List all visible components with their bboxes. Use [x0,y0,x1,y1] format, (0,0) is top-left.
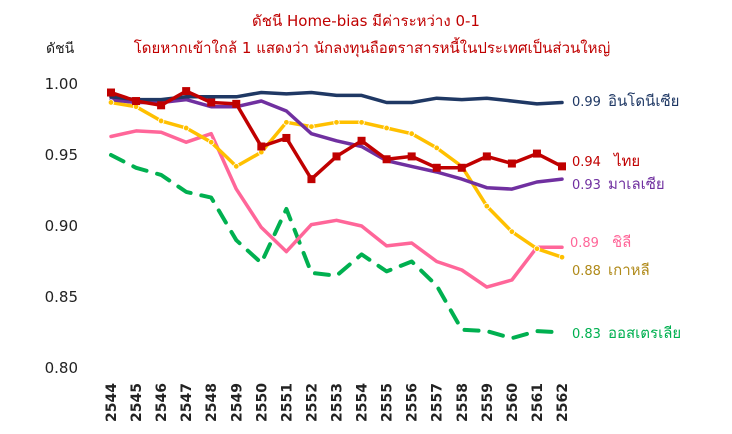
x-tick-label: 2550 [254,383,270,422]
data-point [182,124,190,132]
series-end-value: 0.88 [572,264,601,279]
y-axis-ticks: 0.80 0.85 0.90 0.95 1.00 [45,75,78,377]
x-tick-label: 2552 [304,383,320,422]
y-tick-label: 0.95 [45,146,78,164]
data-point [233,163,240,170]
data-point [357,136,366,145]
x-tick-label: 2548 [204,383,220,422]
y-tick-label: 1.00 [45,75,78,93]
x-tick-label: 2558 [455,383,471,422]
series-line [109,90,564,106]
x-tick-label: 2545 [129,383,145,422]
chart-subtitle: โดยหากเข้าใกล้ 1 แสดงว่า นักลงทุนถือตราส… [134,37,611,58]
data-point [332,152,341,161]
x-tick-label: 2561 [530,383,546,422]
y-tick-label: 0.80 [45,359,78,377]
data-point [157,101,166,110]
data-point [533,245,541,252]
data-point [358,119,365,126]
series-line [109,97,564,191]
series-line [109,89,564,181]
series-line [109,129,564,289]
data-point [232,99,241,108]
x-tick-label: 2551 [279,383,295,422]
y-tick-label: 0.90 [45,217,78,235]
data-point [182,87,191,96]
x-tick-label: 2557 [430,383,446,422]
data-point [558,254,566,261]
x-tick-label: 2554 [355,383,371,422]
data-point [282,133,291,142]
y-axis-label: ดัชนี [46,41,75,57]
series-end-value: 0.94 [572,155,601,170]
series-end-name: อินโดนีเซีย [608,92,679,110]
x-tick-label: 2544 [104,383,120,422]
data-point [283,119,290,126]
data-point [408,130,415,137]
series-end-name: ออสเตรเลีย [608,324,681,342]
series-end-value: 0.93 [572,178,601,193]
data-point [257,142,266,151]
y-tick-label: 0.85 [45,288,78,306]
data-point [107,99,115,106]
data-point [208,139,215,146]
series-end-value: 0.89 [570,236,599,251]
data-point [407,152,416,161]
series-line [109,100,564,259]
data-point [482,152,491,161]
data-point [207,98,216,107]
x-tick-label: 2555 [380,383,396,422]
data-point [382,155,391,164]
x-axis-ticks: 2544 2545 2546 2547 2548 2549 2550 2551 2552 2553… [104,383,571,422]
x-tick-label: 2559 [480,383,496,422]
data-point [558,162,566,171]
x-tick-label: 2556 [405,383,421,422]
data-point [308,123,315,130]
series-end-name: ชิลี [612,233,631,251]
data-point [433,144,440,152]
data-point [483,202,491,210]
data-point [383,124,390,132]
series-markers [107,87,566,261]
data-point [457,163,466,172]
data-point [507,159,516,168]
end-labels: 0.99 อินโดนีเซีย 0.94 ไทย 0.93 มาเลเซีย 0.89 ชิ… [570,92,681,342]
data-point [307,175,316,184]
series-lines [109,89,564,341]
data-point [132,97,141,106]
x-tick-label: 2560 [505,383,521,422]
series-end-name: เกาหลี [608,261,650,279]
x-tick-label: 2546 [154,383,170,422]
x-tick-label: 2562 [555,383,571,422]
x-tick-label: 2547 [179,383,195,422]
data-point [508,228,516,235]
series-end-value: 0.99 [572,95,601,110]
series-end-name: มาเลเซีย [608,175,665,193]
data-point [107,88,115,97]
series-line [109,153,564,341]
data-point [432,163,441,172]
x-tick-label: 2549 [229,383,245,422]
x-tick-label: 2553 [330,383,346,422]
series-end-name: ไทย [613,152,640,170]
series-end-value: 0.83 [572,327,601,342]
data-point [157,117,165,125]
data-point [532,149,541,158]
data-point [333,119,340,126]
chart-title: ดัชนี Home-bias มีค่าระหว่าง 0-1 [252,12,480,30]
